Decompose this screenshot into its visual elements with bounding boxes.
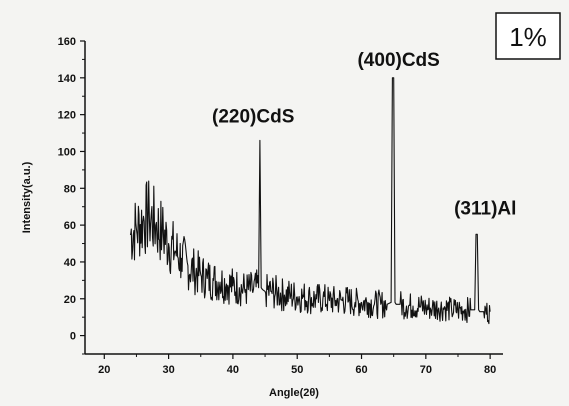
badge-text: 1% (509, 22, 547, 52)
x-axis-ticks: 20 30 40 50 60 70 80 (98, 354, 496, 376)
x-tick-label: 70 (420, 364, 432, 376)
xrd-series-line (129, 77, 491, 325)
peak-label: (400)CdS (357, 50, 439, 71)
peak-label: (311)Al (454, 198, 516, 219)
x-axis-title: Angle(2θ) (269, 387, 319, 399)
series-layer (129, 77, 491, 325)
badge-box (495, 12, 561, 60)
x-tick-label: 30 (162, 364, 174, 376)
y-axis-title: Intensity(a.u.) (21, 161, 33, 233)
y-axis-ticks: 0 20 40 60 80 100 120 140 160 (58, 36, 85, 355)
x-tick-label: 40 (227, 364, 239, 376)
x-tick-label: 20 (98, 364, 110, 376)
y-tick-label: 140 (58, 73, 76, 85)
y-tick-label: 0 (70, 331, 76, 343)
x-tick-label: 60 (355, 364, 367, 376)
y-tick-label: 60 (64, 220, 76, 232)
y-tick-label: 100 (58, 146, 76, 158)
y-tick-label: 160 (58, 36, 76, 48)
y-tick-label: 120 (58, 110, 76, 122)
peak-annotations: (220)CdS (400)CdS (311)Al (212, 50, 516, 220)
peak-label: (220)CdS (212, 106, 294, 127)
y-tick-label: 20 (64, 294, 76, 306)
axes: 0 20 40 60 80 100 120 140 160 20 30 40 50 60 70 80 (58, 36, 503, 376)
x-tick-label: 80 (484, 364, 496, 376)
concentration-badge: 1% (495, 12, 561, 60)
x-tick-label: 50 (291, 364, 303, 376)
y-tick-label: 40 (64, 257, 76, 269)
y-tick-label: 80 (64, 183, 76, 195)
